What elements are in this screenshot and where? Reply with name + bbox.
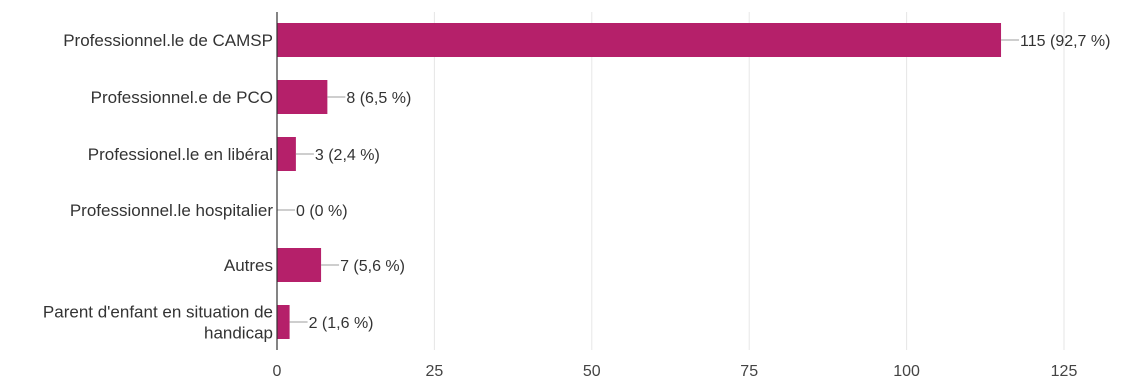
x-tick-label: 125 [1051,363,1078,380]
category-label: Professionnel.le de CAMSP [63,31,273,50]
bar [277,23,1002,57]
x-tick-label: 50 [583,363,601,380]
x-tick-label: 100 [893,363,920,380]
x-tick-label: 75 [740,363,758,380]
category-label: Parent d'enfant en situation de [43,303,273,322]
data-label: 0 (0 %) [296,203,348,220]
category-label: Professionnel.e de PCO [91,88,273,107]
bar [277,80,328,114]
bar [277,137,296,171]
category-label: Professionel.le en libéral [88,145,273,164]
x-tick-label: 25 [426,363,444,380]
category-label: handicap [204,324,273,343]
bars [277,23,1020,339]
gridlines [433,12,1065,350]
data-label: 8 (6,5 %) [346,90,411,107]
labels: 0 25 50 75 100 125 115 (92,7 %) Professionnel.l… [43,31,1111,380]
data-label: 3 (2,4 %) [315,147,380,164]
data-label: 7 (5,6 %) [340,258,405,275]
data-label: 115 (92,7 %) [1020,33,1110,50]
category-label: Professionnel.le hospitalier [70,201,274,220]
bar [277,248,322,282]
x-tick-label: 0 [273,363,282,380]
category-label: Autres [224,256,273,275]
data-label: 2 (1,6 %) [309,315,374,332]
bar [277,305,290,339]
